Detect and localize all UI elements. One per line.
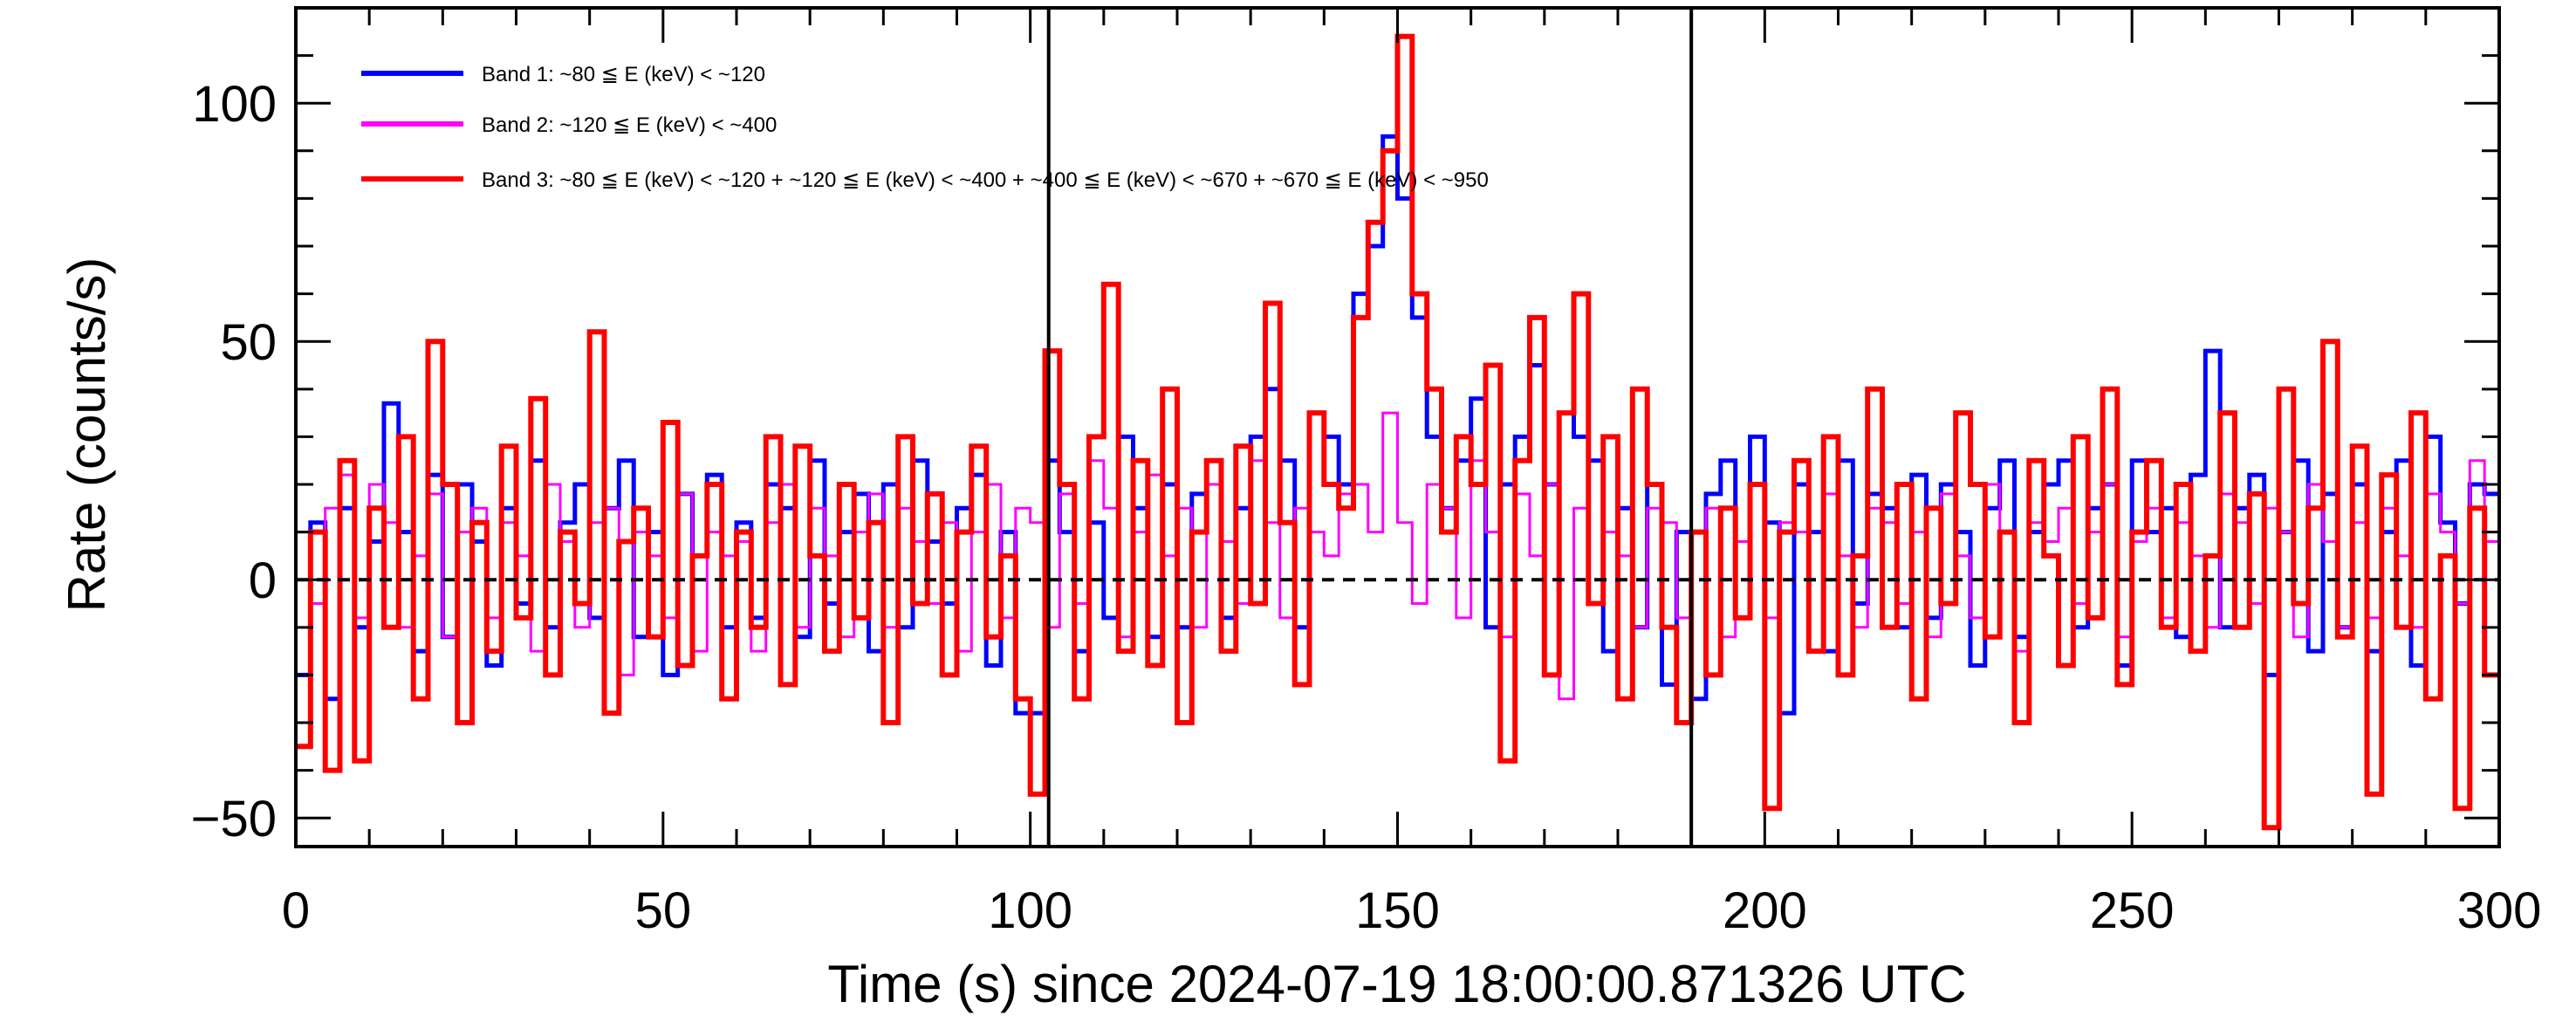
y-tick-label: 100 — [192, 76, 277, 133]
legend: Band 1: ~80 ≦ E (keV) < ~120 Band 2: ~12… — [361, 63, 1489, 192]
y-axis-label: Rate (counts/s) — [58, 257, 116, 613]
y-tick-label: 0 — [249, 552, 277, 609]
legend-label-band3: Band 3: ~80 ≦ E (keV) < ~120 + ~120 ≦ E … — [482, 168, 1489, 192]
legend-label-band2: Band 2: ~120 ≦ E (keV) < ~400 — [482, 113, 777, 137]
x-tick-label: 100 — [988, 882, 1072, 939]
reference-lines — [296, 8, 2499, 847]
series-band3 — [296, 33, 2499, 831]
x-tick-label: 150 — [1355, 882, 1440, 939]
y-tick-label: −50 — [191, 791, 277, 847]
x-tick-label: 250 — [2090, 882, 2175, 939]
x-tick-label: 300 — [2457, 882, 2542, 939]
y-tick-label: 50 — [220, 314, 277, 371]
x-axis-label: Time (s) since 2024-07-19 18:00:00.87132… — [827, 955, 1966, 1013]
x-tick-label: 0 — [282, 882, 310, 939]
legend-label-band1: Band 1: ~80 ≦ E (keV) < ~120 — [482, 63, 765, 86]
x-tick-label: 200 — [1723, 882, 1807, 939]
series-band2 — [296, 411, 2499, 701]
x-tick-label: 50 — [635, 882, 692, 939]
series-layer — [296, 33, 2499, 831]
